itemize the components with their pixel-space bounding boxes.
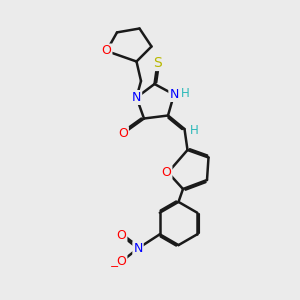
Text: N: N — [132, 91, 141, 104]
Text: S: S — [153, 56, 162, 70]
Text: O: O — [117, 229, 126, 242]
Text: O: O — [117, 255, 126, 268]
Text: −: − — [110, 262, 120, 272]
Text: N: N — [133, 242, 143, 255]
Text: O: O — [102, 44, 111, 58]
Text: H: H — [181, 86, 190, 100]
Text: H: H — [190, 124, 199, 137]
Text: N: N — [169, 88, 179, 101]
Text: O: O — [162, 166, 171, 179]
Text: O: O — [118, 127, 128, 140]
